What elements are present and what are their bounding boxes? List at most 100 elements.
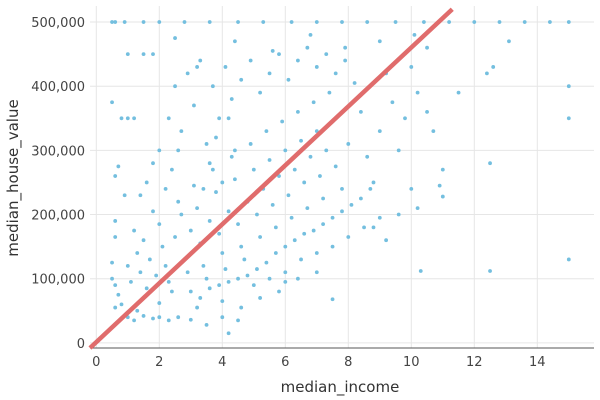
data-point xyxy=(418,269,423,273)
data-point xyxy=(182,20,187,24)
data-point xyxy=(251,167,256,172)
data-point xyxy=(340,20,344,24)
data-point xyxy=(365,154,370,159)
data-point xyxy=(267,276,272,281)
data-point xyxy=(292,238,297,243)
data-point xyxy=(333,71,338,76)
data-point xyxy=(566,20,571,24)
data-point xyxy=(138,193,143,198)
data-point xyxy=(330,297,335,302)
data-point xyxy=(110,260,114,265)
data-point xyxy=(204,323,209,327)
data-point xyxy=(239,305,244,310)
data-point xyxy=(204,142,209,146)
data-points xyxy=(110,20,571,336)
data-point xyxy=(125,116,130,121)
data-point xyxy=(119,116,124,121)
data-point xyxy=(207,20,212,24)
data-point xyxy=(566,116,571,121)
data-point xyxy=(377,39,382,44)
data-point xyxy=(144,180,149,185)
data-point xyxy=(226,280,231,284)
data-point xyxy=(566,257,571,262)
data-point xyxy=(412,32,417,37)
data-point xyxy=(201,186,206,191)
data-point xyxy=(217,116,222,121)
data-point xyxy=(223,267,228,271)
data-point xyxy=(365,20,370,24)
data-point xyxy=(113,235,118,239)
data-point xyxy=(289,215,294,220)
data-point xyxy=(343,45,348,50)
data-point xyxy=(113,20,118,24)
data-point xyxy=(195,65,200,69)
data-point xyxy=(377,129,382,134)
data-point xyxy=(286,77,291,82)
data-point xyxy=(147,257,152,262)
data-point xyxy=(472,20,477,24)
data-point xyxy=(144,286,149,291)
data-point xyxy=(176,199,181,204)
data-point xyxy=(132,116,137,121)
y-axis-title: median_house_value xyxy=(4,99,23,256)
trend-line xyxy=(88,7,454,350)
data-point xyxy=(220,315,225,320)
x-tick-label: 2 xyxy=(155,355,163,370)
data-point xyxy=(425,45,429,50)
data-point xyxy=(352,81,357,85)
data-point xyxy=(299,138,303,143)
data-point xyxy=(343,58,348,63)
data-point xyxy=(302,180,307,185)
data-point xyxy=(346,142,351,146)
data-point xyxy=(236,20,240,24)
data-point xyxy=(440,167,445,172)
data-point xyxy=(258,235,262,239)
data-point xyxy=(308,32,313,37)
data-point xyxy=(166,116,171,121)
data-point xyxy=(210,167,215,172)
data-point xyxy=(327,90,332,95)
data-point xyxy=(176,315,181,320)
data-point xyxy=(198,296,203,300)
data-point xyxy=(207,219,212,223)
data-point xyxy=(135,308,140,313)
data-point xyxy=(198,58,203,63)
data-point xyxy=(151,209,155,214)
data-point xyxy=(403,116,407,121)
data-point xyxy=(415,206,420,211)
data-point xyxy=(210,84,215,89)
data-point xyxy=(330,215,335,220)
data-point xyxy=(125,52,130,57)
data-point xyxy=(163,263,168,268)
data-point xyxy=(173,84,177,89)
data-point xyxy=(359,196,363,201)
y-tick-label: 200,000 xyxy=(31,209,85,224)
data-point xyxy=(296,109,300,114)
data-point xyxy=(346,235,351,239)
data-point xyxy=(324,52,329,57)
data-point xyxy=(166,280,171,284)
x-tick-label: 0 xyxy=(92,355,100,370)
data-point xyxy=(154,273,159,278)
data-point xyxy=(242,257,247,262)
data-point xyxy=(425,109,429,114)
data-point xyxy=(296,58,300,63)
data-point xyxy=(255,212,259,217)
data-point xyxy=(264,260,269,265)
data-point xyxy=(151,316,155,321)
data-point xyxy=(204,276,209,281)
data-point xyxy=(122,193,127,198)
x-tick-label: 8 xyxy=(344,355,352,370)
data-point xyxy=(110,276,114,281)
data-point xyxy=(245,273,250,278)
data-point xyxy=(318,174,322,178)
data-point xyxy=(138,270,143,275)
data-point xyxy=(129,280,133,284)
data-point xyxy=(132,228,137,233)
data-point xyxy=(179,212,184,217)
data-point xyxy=(236,318,240,323)
data-point xyxy=(166,318,171,323)
data-point xyxy=(311,100,316,105)
data-point xyxy=(305,206,310,211)
